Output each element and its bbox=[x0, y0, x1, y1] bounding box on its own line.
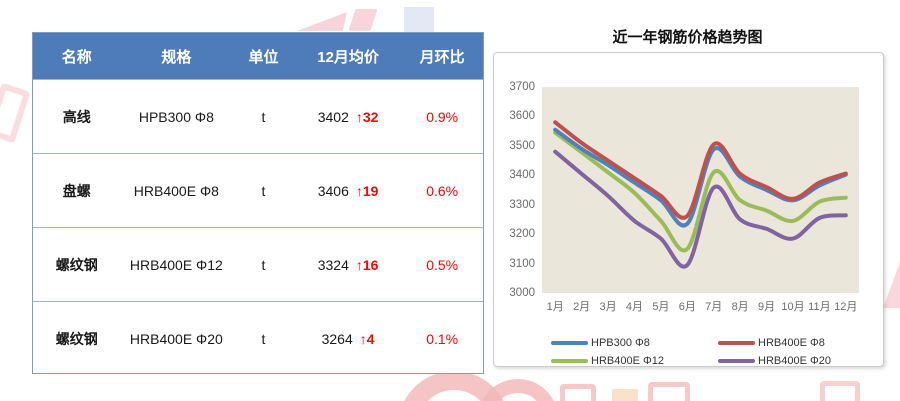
legend-line-marker bbox=[718, 359, 755, 363]
avg-price-cell: 3264 ↑4 bbox=[295, 302, 402, 375]
legend-item: HRB400E Φ8 bbox=[718, 336, 831, 350]
chart-title: 近一年钢筋价格趋势图 bbox=[612, 29, 763, 46]
series-line-2 bbox=[553, 120, 848, 220]
price-value: 3324 bbox=[317, 256, 349, 273]
y-axis-tick-label: 3700 bbox=[509, 81, 535, 93]
column-header: 单位 bbox=[248, 48, 279, 66]
table-row: 高线 HPB300 Φ8 t 3402 ↑32 0.9% bbox=[33, 79, 483, 153]
price-value: 3402 bbox=[317, 108, 349, 125]
y-axis-tick-label: 3000 bbox=[509, 287, 535, 299]
unit-cell: t bbox=[261, 182, 266, 199]
legend-label: HRB400E Φ20 bbox=[758, 355, 831, 367]
y-axis-tick-label: 3100 bbox=[509, 257, 535, 270]
x-axis-tick-label: 2月 bbox=[573, 301, 591, 313]
avg-price-cell: 3406 ↑19 bbox=[295, 154, 402, 227]
y-axis-tick-label: 3500 bbox=[509, 139, 535, 152]
x-axis-tick-label: 8月 bbox=[731, 301, 749, 313]
chart-legend: HPB300 Φ8 HRB400E Φ8 HRB400E Φ12 HRB400E Φ2… bbox=[551, 336, 831, 368]
legend-line-marker bbox=[718, 341, 755, 345]
product-name-cell: 高线 bbox=[62, 108, 91, 125]
price-value: 3406 bbox=[317, 182, 349, 199]
table-body: 高线 HPB300 Φ8 t 3402 ↑32 0.9% 盘螺 HRB400E Φ8 t 3406… bbox=[33, 79, 483, 375]
spec-cell: HPB300 Φ8 bbox=[138, 108, 214, 125]
x-axis-tick-label: 12月 bbox=[834, 301, 858, 313]
price-change-up: ↑32 bbox=[355, 108, 379, 125]
column-header: 月环比 bbox=[419, 48, 465, 66]
y-axis-tick-label: 3400 bbox=[509, 169, 535, 182]
x-axis-tick-label: 4月 bbox=[625, 301, 644, 313]
watermark-fragment bbox=[404, 7, 434, 32]
watermark-fragment bbox=[820, 381, 860, 401]
watermark-fragment bbox=[297, 12, 347, 31]
mom-percent-cell: 0.5% bbox=[426, 256, 459, 273]
legend-label: HRB400E Φ8 bbox=[758, 337, 825, 349]
mom-percent-cell: 0.6% bbox=[426, 182, 459, 199]
legend-line-marker bbox=[551, 359, 588, 363]
column-header: 规格 bbox=[161, 48, 192, 66]
unit-cell: t bbox=[261, 256, 266, 273]
spec-cell: HRB400E Φ20 bbox=[129, 330, 223, 347]
x-axis-tick-label: 9月 bbox=[757, 301, 776, 313]
table-header-row: 名称 规格 单位 12月均价 月环比 bbox=[33, 33, 483, 79]
legend-label: HPB300 Φ8 bbox=[591, 337, 650, 349]
legend-item: HRB400E Φ20 bbox=[718, 354, 831, 368]
x-axis-tick-label: 6月 bbox=[678, 301, 696, 313]
column-header: 名称 bbox=[61, 48, 92, 66]
product-name-cell: 螺纹钢 bbox=[55, 256, 98, 273]
y-axis-tick-label: 3600 bbox=[509, 110, 535, 123]
avg-price-cell: 3402 ↑32 bbox=[295, 80, 402, 153]
product-name-cell: 螺纹钢 bbox=[55, 330, 98, 347]
watermark-fragment bbox=[648, 382, 690, 401]
avg-price-cell: 3324 ↑16 bbox=[295, 228, 402, 301]
rebar-price-table: 名称 规格 单位 12月均价 月环比 高线 HPB300 Φ8 t 3402 ↑32 0.9% 盘螺… bbox=[32, 32, 484, 374]
spec-cell: HRB400E Φ12 bbox=[129, 256, 223, 273]
x-axis-tick-label: 3月 bbox=[599, 301, 617, 313]
price-change-up: ↑19 bbox=[355, 182, 379, 199]
x-axis-tick-label: 7月 bbox=[705, 301, 723, 313]
legend-line-marker bbox=[551, 341, 588, 345]
table-row: 螺纹钢 HRB400E Φ12 t 3324 ↑16 0.5% bbox=[33, 227, 483, 301]
watermark-fragment bbox=[883, 262, 900, 308]
watermark-fragment bbox=[612, 389, 638, 401]
plot-area-canvas bbox=[542, 87, 859, 293]
table-row: 盘螺 HRB400E Φ8 t 3406 ↑19 0.6% bbox=[33, 153, 483, 227]
price-change-up: ↑4 bbox=[359, 330, 375, 347]
x-axis-tick-label: 10月 bbox=[781, 301, 805, 313]
product-name-cell: 盘螺 bbox=[62, 182, 91, 199]
legend-item: HPB300 Φ8 bbox=[551, 336, 718, 350]
legend-label: HRB400E Φ12 bbox=[591, 355, 664, 367]
table-row: 螺纹钢 HRB400E Φ20 t 3264 ↑4 0.1% bbox=[33, 301, 483, 375]
unit-cell: t bbox=[261, 330, 266, 347]
watermark-fragment bbox=[478, 379, 558, 401]
price-value: 3264 bbox=[321, 330, 353, 347]
legend-item: HRB400E Φ12 bbox=[551, 354, 718, 368]
x-axis-tick-label: 5月 bbox=[652, 301, 670, 313]
watermark-fragment bbox=[0, 82, 31, 144]
column-header: 12月均价 bbox=[317, 48, 379, 66]
spec-cell: HRB400E Φ8 bbox=[133, 182, 219, 199]
price-change-up: ↑16 bbox=[355, 256, 379, 273]
x-axis-tick-label: 1月 bbox=[546, 301, 564, 313]
watermark-fragment bbox=[348, 9, 378, 31]
y-axis-tick-label: 3200 bbox=[509, 228, 535, 241]
mom-percent-cell: 0.1% bbox=[426, 330, 459, 347]
series-line-3 bbox=[553, 130, 848, 253]
unit-cell: t bbox=[261, 108, 266, 125]
x-axis-tick-label: 11月 bbox=[808, 301, 831, 313]
trend-chart: 3700 3600 3500 3400 3300 3200 3100 3000 1月 2月 3月 4月… bbox=[493, 52, 884, 367]
y-axis-tick-label: 3300 bbox=[509, 198, 535, 211]
mom-percent-cell: 0.9% bbox=[426, 108, 459, 125]
series-line-4 bbox=[553, 149, 848, 269]
watermark-fragment bbox=[560, 384, 596, 401]
